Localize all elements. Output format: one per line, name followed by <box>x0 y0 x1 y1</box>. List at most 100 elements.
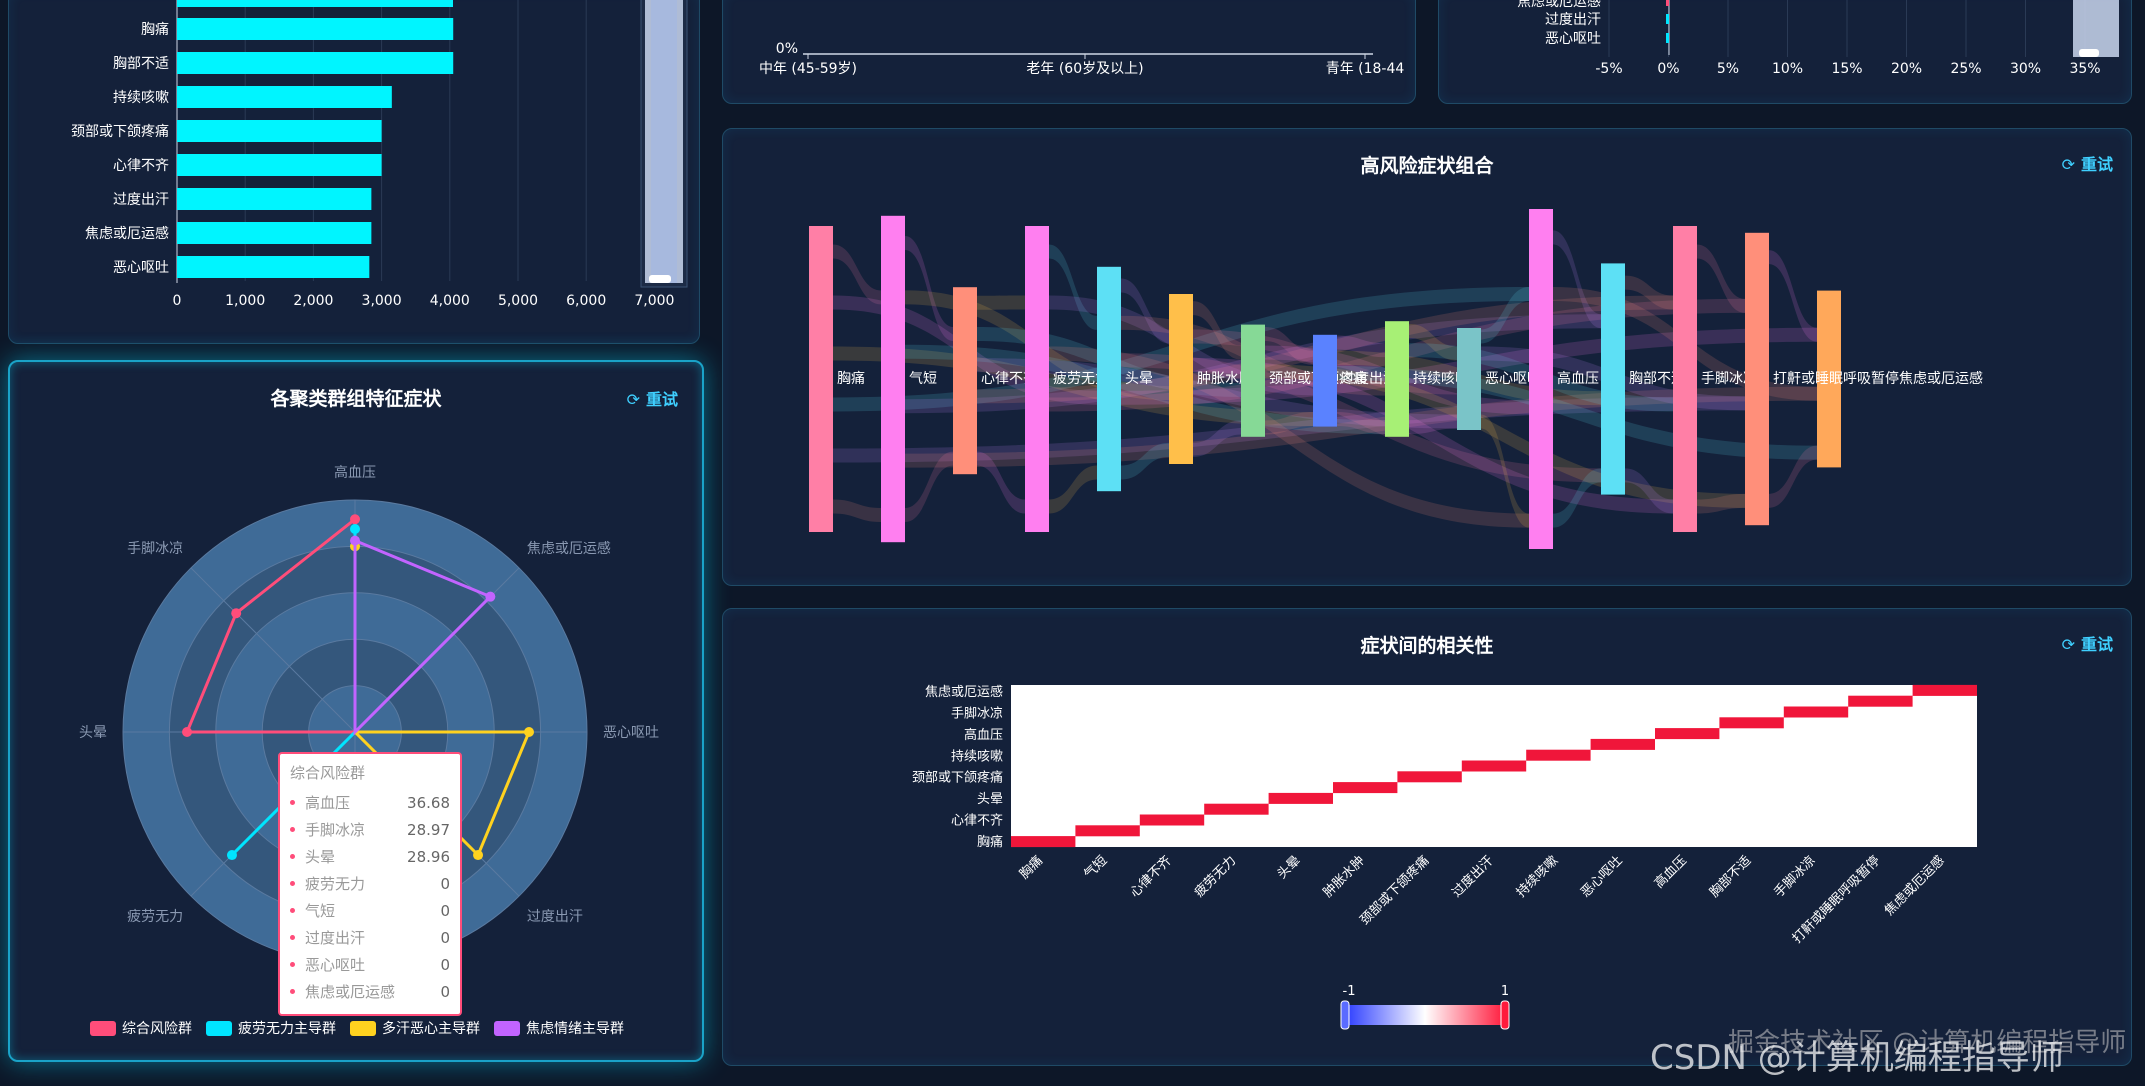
sankey-node[interactable] <box>1169 294 1193 464</box>
tooltip-row-value: 0 <box>440 901 450 920</box>
tooltip-row-value: 0 <box>440 982 450 1001</box>
sankey-node[interactable] <box>1529 209 1553 549</box>
heatmap-cell[interactable] <box>1139 814 1205 826</box>
sankey-link <box>1337 366 1817 460</box>
sankey-retry-button[interactable]: ⟳ 重试 <box>2062 151 2113 175</box>
radar-point[interactable] <box>473 850 484 861</box>
sankey-node[interactable] <box>1745 232 1769 526</box>
heatmap-cell[interactable] <box>1011 836 1076 848</box>
sankey-node-label: 恶心呕吐 <box>1485 371 1541 387</box>
bar-label: 过度出汗 <box>1545 12 1601 28</box>
tooltip-row-name: 恶心呕吐 <box>305 956 366 974</box>
zoom-slider-handle[interactable] <box>649 275 671 283</box>
heatmap-cell[interactable] <box>1655 728 1720 740</box>
radar-point[interactable] <box>350 535 360 546</box>
radar-indicator-label: 过度出汗 <box>527 909 583 925</box>
legend-item[interactable]: 综合风险群 <box>90 1018 192 1038</box>
x-tick-label: 青年 (18-44 <box>1326 61 1405 77</box>
tooltip-row: 恶心呕吐 0 <box>290 951 450 978</box>
heatmap-cell[interactable] <box>1397 771 1462 783</box>
legend-item[interactable]: 多汗恶心主导群 <box>350 1018 480 1038</box>
radar-indicator-label: 手脚冰凉 <box>127 541 183 557</box>
radar-point[interactable] <box>350 514 360 525</box>
radar-indicator-label: 高血压 <box>334 464 376 481</box>
heatmap-y-label: 心律不齐 <box>951 813 1003 829</box>
sankey-retry-label: 重试 <box>2080 155 2113 174</box>
sankey-node[interactable] <box>1097 266 1121 492</box>
legend-item[interactable]: 焦虑情绪主导群 <box>494 1018 624 1038</box>
sankey-link <box>1625 275 1673 310</box>
sankey-link <box>1409 323 1457 361</box>
visual-map-bar[interactable] <box>1345 1005 1505 1025</box>
tooltip-row-value: 28.97 <box>407 820 450 839</box>
heatmap-cell[interactable] <box>1912 684 1977 696</box>
x-tick-label: 3,000 <box>362 293 402 309</box>
tooltip-row: 焦虑或厄运感 0 <box>290 978 450 1005</box>
sankey-link <box>1265 326 1313 365</box>
sankey-link <box>833 499 881 522</box>
heatmap-retry-button[interactable]: ⟳ 重试 <box>2062 631 2113 655</box>
radar-point[interactable] <box>485 591 496 602</box>
heatmap-x-label: 高血压 <box>1651 853 1690 892</box>
radar-retry-button[interactable]: ⟳ 重试 <box>627 386 678 410</box>
bar <box>177 86 392 108</box>
zoom-slider[interactable] <box>2073 0 2119 57</box>
heatmap-cell[interactable] <box>1333 782 1398 794</box>
heatmap-x-label: 心律不齐 <box>1127 853 1175 901</box>
sankey-node[interactable] <box>1457 328 1481 430</box>
heatmap-cell[interactable] <box>1204 803 1269 815</box>
sankey-node[interactable] <box>1817 290 1841 468</box>
heatmap-cell[interactable] <box>1075 825 1140 837</box>
sankey-node[interactable] <box>1601 263 1625 495</box>
bar-label: 颈部或下颌疼痛 <box>71 123 169 140</box>
heatmap-cell[interactable] <box>1268 792 1333 804</box>
sankey-node-label: 心律不齐 <box>981 371 1037 387</box>
heatmap-cell[interactable] <box>1848 695 1913 707</box>
series-dot <box>290 989 295 994</box>
radar-point[interactable] <box>524 727 534 737</box>
heatmap-cell[interactable] <box>1526 749 1591 761</box>
sankey-node[interactable] <box>809 226 833 532</box>
sankey-node[interactable] <box>1025 226 1049 532</box>
radar-series-line <box>353 538 493 736</box>
sankey-link <box>905 236 953 341</box>
refresh-icon: ⟳ <box>626 390 640 409</box>
radar-point[interactable] <box>231 608 242 619</box>
sankey-node[interactable] <box>1241 324 1265 437</box>
radar-point[interactable] <box>182 727 193 737</box>
sankey-node[interactable] <box>1313 334 1337 427</box>
sankey-link <box>1121 278 1169 344</box>
heatmap-cell[interactable] <box>1461 760 1527 772</box>
legend-item[interactable]: 疲劳无力主导群 <box>206 1018 336 1038</box>
sankey-node[interactable] <box>881 215 905 543</box>
x-tick-label: 5% <box>1717 61 1739 77</box>
sankey-node[interactable] <box>953 287 977 475</box>
series-dot <box>290 800 295 805</box>
tooltip-row-name: 疲劳无力 <box>305 875 366 893</box>
heatmap-x-label: 过度出汗 <box>1449 853 1497 901</box>
sankey-node[interactable] <box>1385 321 1409 437</box>
zoom-slider-handle[interactable] <box>2079 49 2099 57</box>
radar-legend: 综合风险群 疲劳无力主导群 多汗恶心主导群 焦虑情绪主导群 <box>90 1018 624 1038</box>
heatmap-title: 症状间的相关性 <box>1360 635 1494 657</box>
heatmap-cell[interactable] <box>1719 717 1784 729</box>
heatmap-cell[interactable] <box>1590 738 1655 750</box>
bar-label: 胸部不适 <box>113 56 169 72</box>
legend-label: 多汗恶心主导群 <box>382 1021 480 1037</box>
x-tick-label: 30% <box>2010 61 2041 77</box>
visual-map-handle-min[interactable] <box>1340 1000 1350 1030</box>
heatmap-x-label: 疲劳无力 <box>1191 853 1239 901</box>
x-tick-label: 5,000 <box>498 293 538 309</box>
sankey-node-label: 过度出汗 <box>1341 371 1397 387</box>
x-tick-label: 0 <box>173 293 182 309</box>
radar-point[interactable] <box>350 524 360 534</box>
sankey-node[interactable] <box>1673 226 1697 532</box>
radar-point[interactable] <box>226 850 237 861</box>
radar-indicator-label: 焦虑或厄运感 <box>527 540 611 557</box>
heatmap-cell[interactable] <box>1783 706 1849 718</box>
heatmap-y-label: 颈部或下颌疼痛 <box>912 770 1003 786</box>
y-tick-label: 0% <box>776 41 798 57</box>
sankey-link <box>1337 335 1385 358</box>
series-dot <box>290 935 295 940</box>
visual-map-handle-max[interactable] <box>1500 1000 1510 1030</box>
